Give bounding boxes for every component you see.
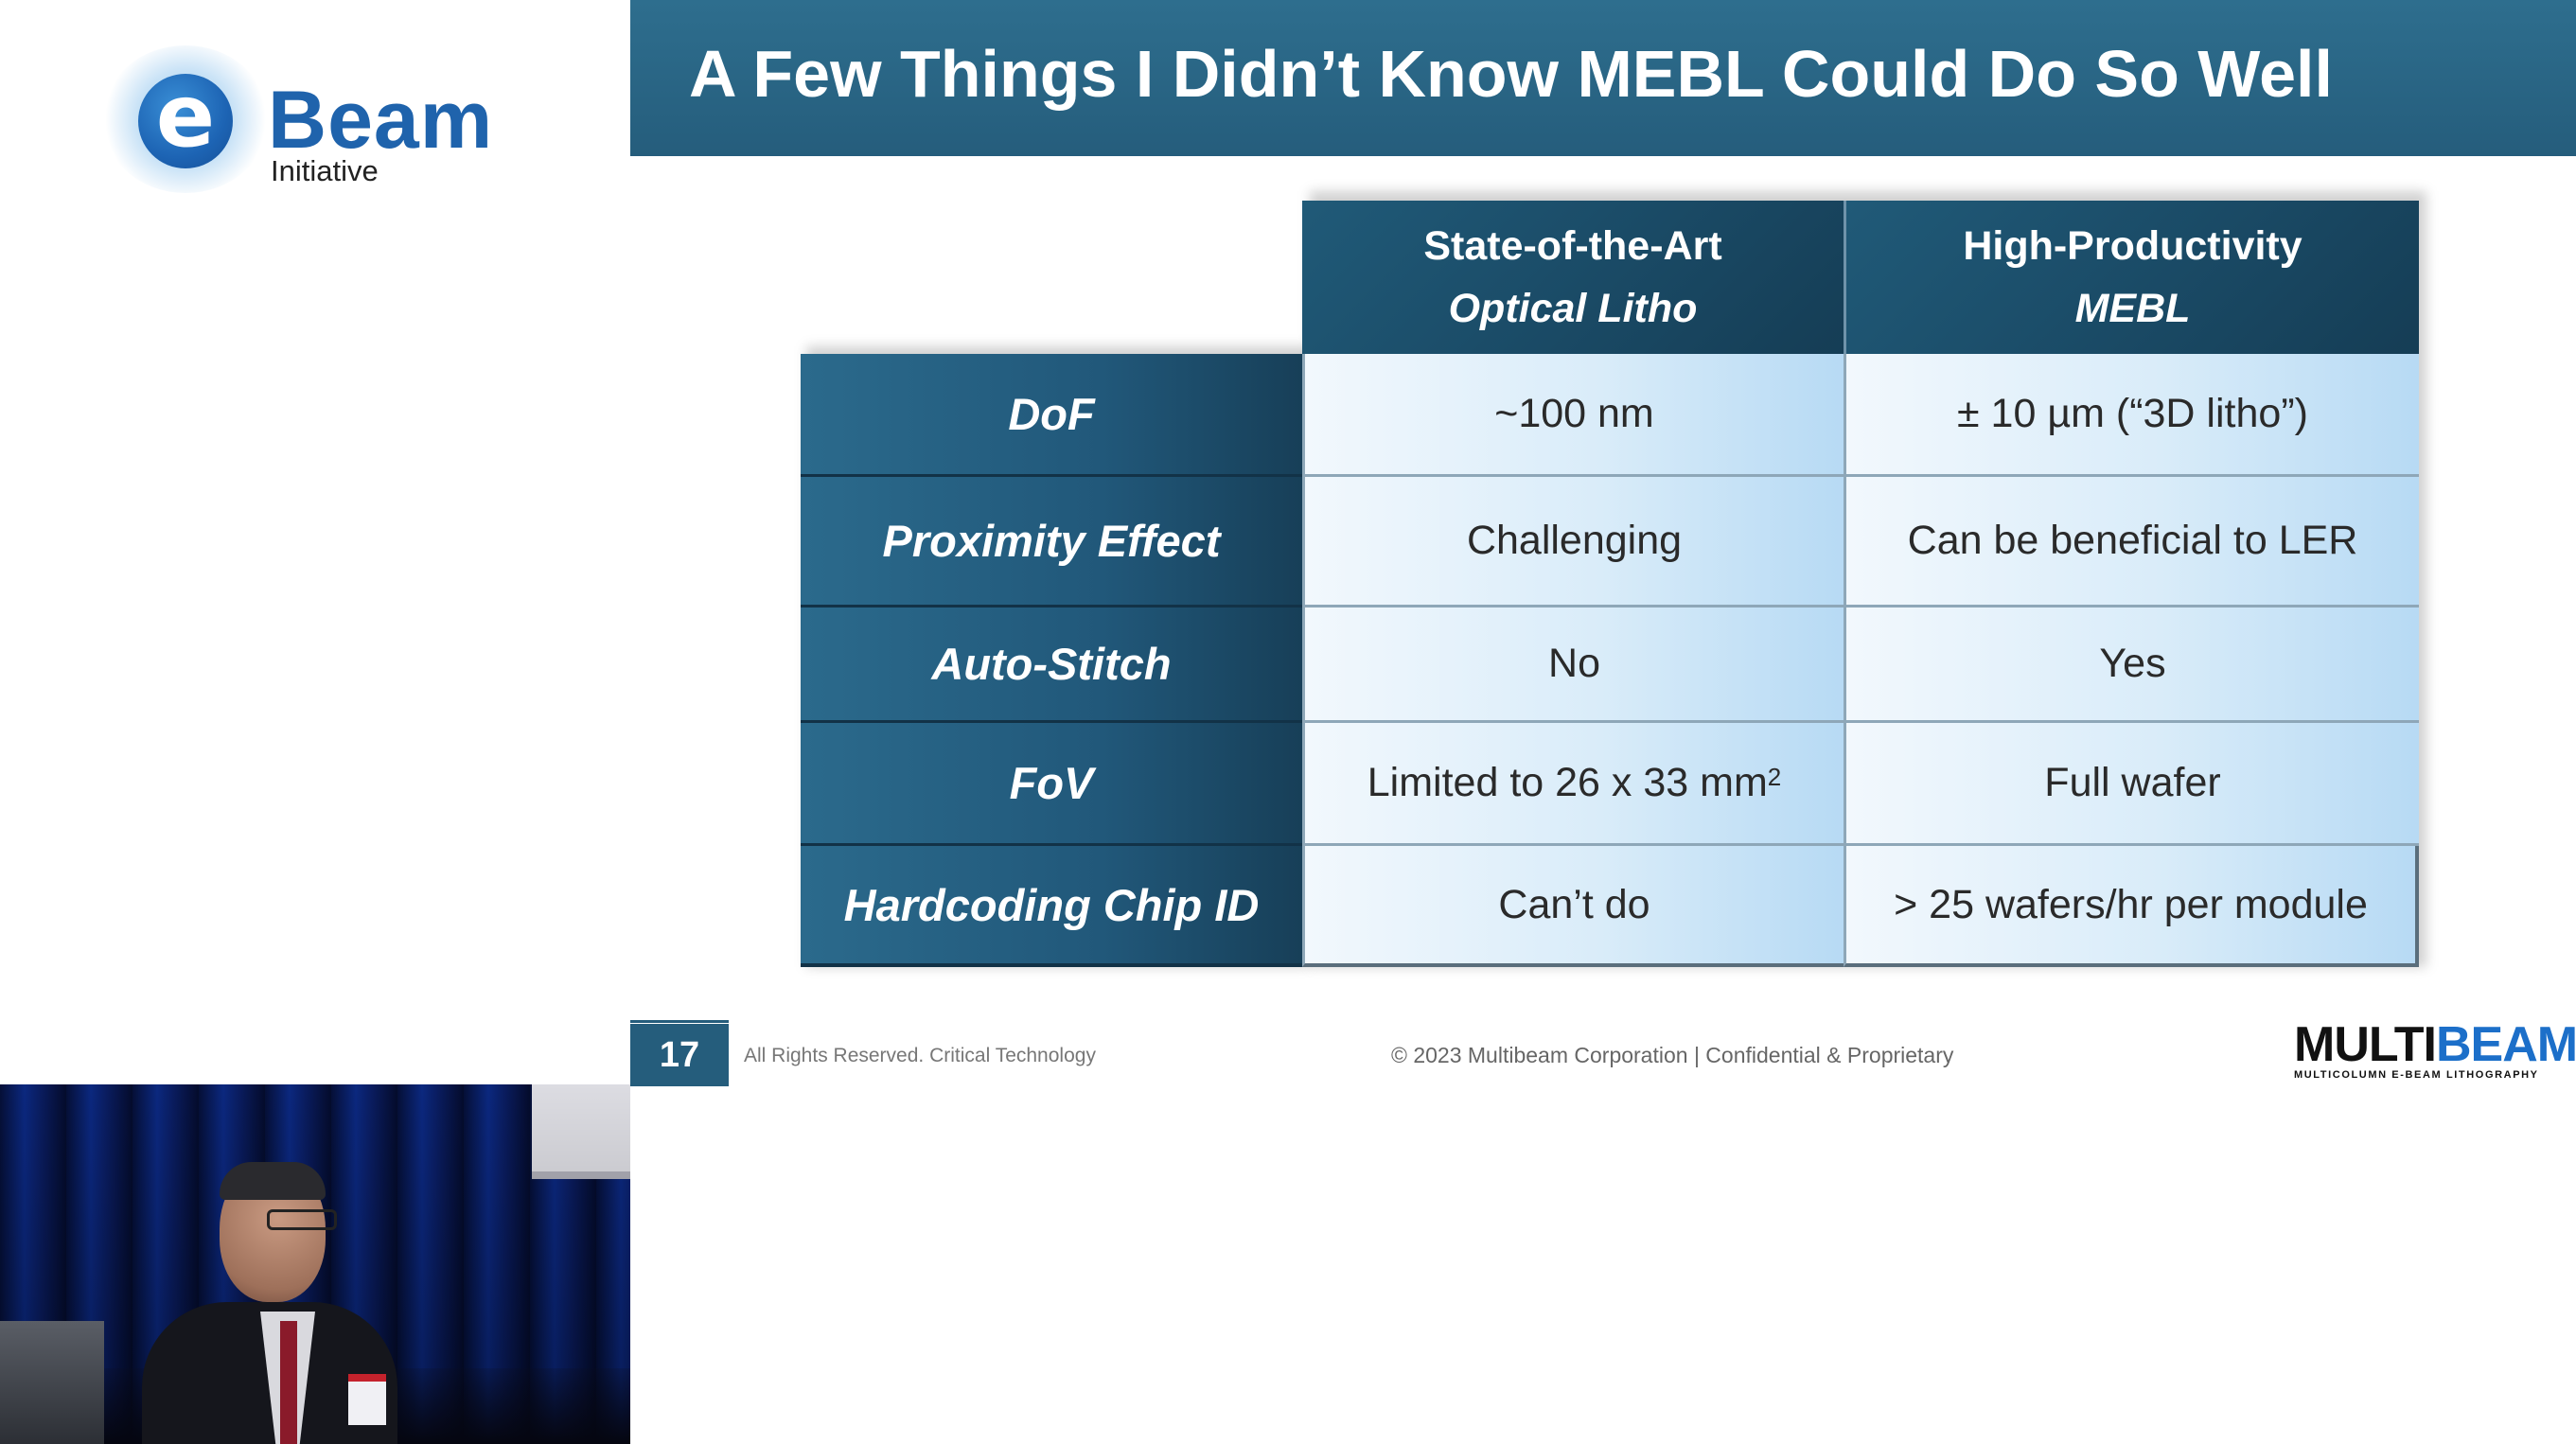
row-label-auto-stitch: Auto-Stitch <box>801 608 1302 723</box>
speaker-video <box>0 1084 630 1444</box>
cell-chip-id-optical: Can’t do <box>1302 846 1844 967</box>
speaker-tie <box>280 1321 297 1444</box>
cell-dof-mebl: ± 10 µm (“3D litho”) <box>1844 354 2419 477</box>
cell-fov-optical-text: Limited to 26 x 33 mm <box>1367 760 1768 805</box>
column-header-optical-litho: State-of-the-Art Optical Litho <box>1302 201 1844 354</box>
background-screen <box>532 1084 630 1171</box>
speaker-glasses <box>267 1209 337 1230</box>
multibeam-logo: MULTIBEAM MULTICOLUMN E-BEAM LITHOGRAPHY <box>2294 1017 2576 1081</box>
column-header-line1: State-of-the-Art <box>1423 223 1722 269</box>
cell-fov-optical: Limited to 26 x 33 mm 2 <box>1302 723 1844 846</box>
row-label-hardcoding-chip-id: Hardcoding Chip ID <box>801 846 1302 967</box>
cell-proximity-optical: Challenging <box>1302 477 1844 608</box>
cell-auto-stitch-mebl: Yes <box>1844 608 2419 723</box>
background-screen-edge <box>532 1171 630 1179</box>
brand-beam: BEAM <box>2435 1017 2576 1072</box>
logo-beam-text: Beam <box>268 75 494 166</box>
cell-proximity-mebl: Can be beneficial to LER <box>1844 477 2419 608</box>
cell-chip-id-mebl: > 25 wafers/hr per module <box>1844 846 2419 967</box>
logo-initiative-text: Initiative <box>271 154 379 187</box>
column-header-mebl: High-Productivity MEBL <box>1844 201 2419 354</box>
column-header-line1: High-Productivity <box>1963 223 2303 269</box>
row-label-proximity-effect: Proximity Effect <box>801 477 1302 608</box>
logo-e-icon: e <box>138 73 233 168</box>
cell-auto-stitch-optical: No <box>1302 608 1844 723</box>
ebeam-initiative-logo: e Beam Initiative <box>102 38 519 199</box>
slide-title-bar: A Few Things I Didn’t Know MEBL Could Do… <box>630 0 2576 156</box>
row-label-dof: DoF <box>801 354 1302 477</box>
slide-page-number: 17 <box>630 1024 729 1086</box>
speaker-name-badge <box>348 1374 386 1425</box>
laptop-image <box>0 1321 104 1444</box>
column-header-line2: MEBL <box>2074 286 2191 331</box>
brand-multi: MULTI <box>2294 1017 2437 1072</box>
multibeam-wordmark: MULTIBEAM <box>2294 1017 2576 1072</box>
page-number-rule <box>630 1020 729 1023</box>
row-label-fov: FoV <box>801 723 1302 846</box>
slide-title: A Few Things I Didn’t Know MEBL Could Do… <box>689 37 2333 111</box>
footer-rights-text: All Rights Reserved. Critical Technology <box>744 1045 1096 1066</box>
cell-dof-optical: ~100 nm <box>1302 354 1844 477</box>
superscript-2: 2 <box>1767 763 1782 791</box>
cell-fov-mebl: Full wafer <box>1844 723 2419 846</box>
footer-copyright-text: © 2023 Multibeam Corporation | Confident… <box>1391 1043 1954 1067</box>
speaker-hair <box>220 1162 326 1200</box>
multibeam-tagline: MULTICOLUMN E-BEAM LITHOGRAPHY <box>2294 1069 2539 1081</box>
column-header-line2: Optical Litho <box>1448 286 1698 331</box>
